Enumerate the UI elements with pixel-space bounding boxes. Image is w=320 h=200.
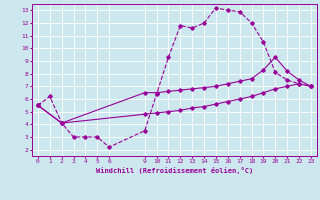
X-axis label: Windchill (Refroidissement éolien,°C): Windchill (Refroidissement éolien,°C) [96, 167, 253, 174]
